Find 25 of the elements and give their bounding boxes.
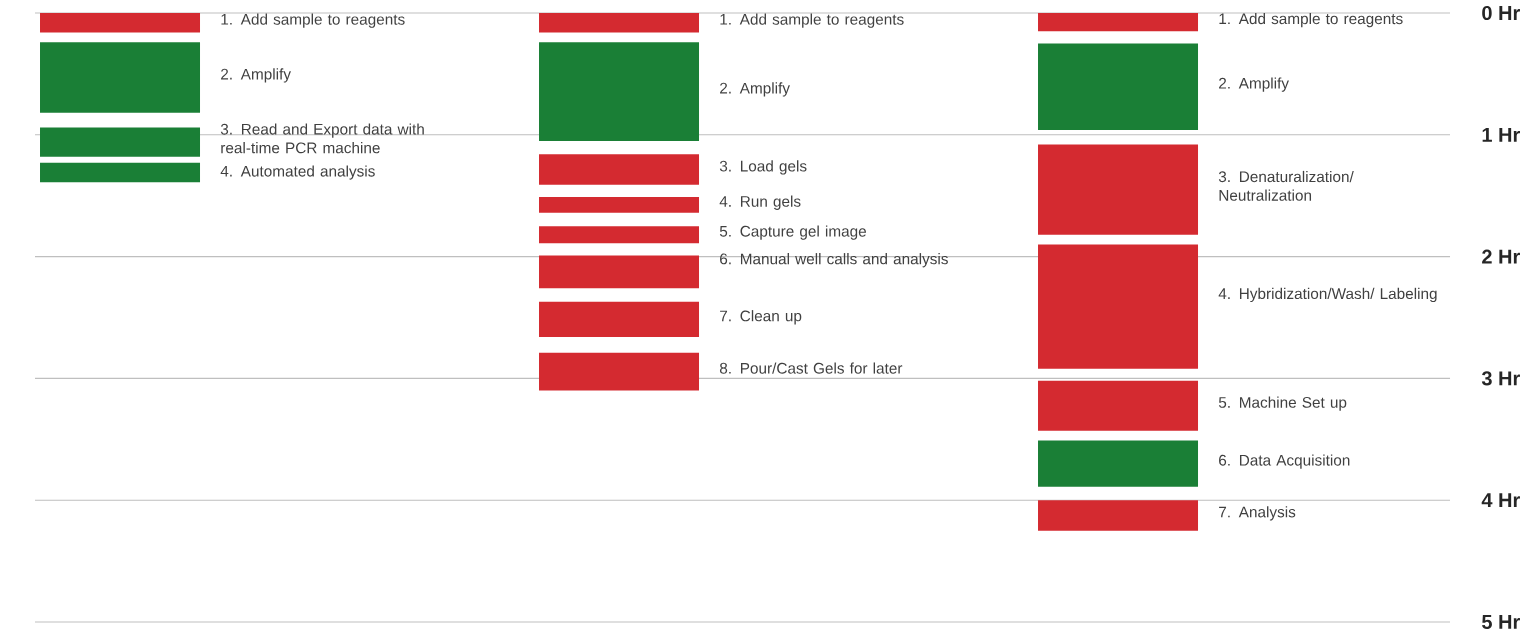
- series-label: 2. Amplify: [1219, 77, 1289, 92]
- series-label: 1. Add sample to reagents: [221, 13, 405, 28]
- series-label: 4. Hybridization/Wash/ Labeling: [1218, 287, 1437, 303]
- series-label: 5. Capture gel image: [719, 225, 867, 240]
- y-tick-label: 4 Hr: [1481, 493, 1520, 508]
- series-label: 2. Amplify: [221, 68, 291, 83]
- series-label: 4. Automated analysis: [220, 165, 375, 180]
- y-tick-label: 2 Hr: [1482, 249, 1520, 264]
- y-tick-label: 5 Hr: [1482, 615, 1520, 629]
- series-label: 3. Denaturalization/ Neutralization: [1218, 170, 1354, 201]
- series-label: 6. Manual well calls and analysis: [720, 253, 948, 268]
- series-label: 6. Data Acquisition: [1219, 454, 1350, 469]
- series-label: 1. Add sample to reagents: [720, 13, 904, 28]
- series-label: 7. Clean up: [720, 310, 802, 325]
- series-label: 3. Load gels: [719, 160, 807, 175]
- y-tick-label: 0 Hr: [1482, 5, 1520, 21]
- series-label: 1. Add sample to reagents: [1219, 12, 1403, 28]
- series-label: 2. Amplify: [720, 82, 790, 97]
- series-label: 4. Run gels: [719, 195, 801, 210]
- series-label: 5. Machine Set up: [1218, 396, 1347, 411]
- series-label: 3. Read and Export data with real-time PCR machine: [220, 123, 424, 154]
- y-tick-label: 1 Hr: [1482, 127, 1520, 142]
- series-label: 7. Analysis: [1219, 506, 1296, 521]
- series-label: 8. Pour/Cast Gels for later: [719, 362, 903, 374]
- y-tick-label: 3 Hr: [1481, 371, 1520, 386]
